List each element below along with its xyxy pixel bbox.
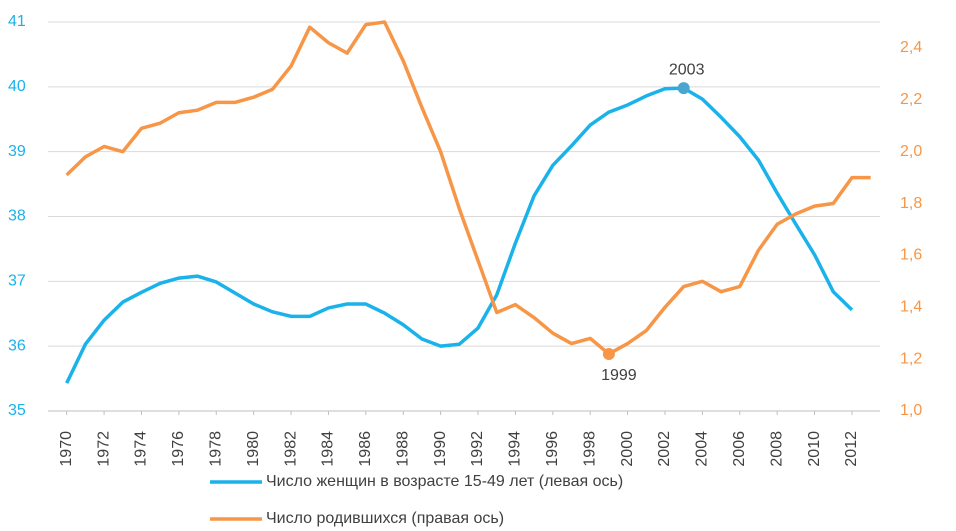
x-tick-label: 1994	[507, 431, 524, 467]
series-line	[65, 86, 854, 384]
x-tick-label: 1976	[170, 431, 187, 467]
y-tick-label: 36	[8, 337, 26, 354]
x-tick-label: 1988	[394, 431, 411, 467]
x-tick-label: 1972	[95, 431, 112, 467]
x-tick-label: 2004	[694, 431, 711, 467]
y-tick-label: 37	[8, 273, 26, 290]
x-tick-label: 1990	[432, 431, 449, 467]
x-tick-label: 2010	[806, 431, 823, 467]
x-tick-label: 1980	[245, 431, 262, 467]
x-tick-label: 1970	[58, 431, 75, 467]
annotation: 1999	[601, 367, 637, 384]
x-tick-label: 1992	[469, 431, 486, 467]
x-tick-label: 1984	[320, 431, 337, 467]
y-tick-label: 38	[8, 208, 26, 225]
highlight-point	[677, 82, 690, 95]
y2-tick-label: 1,0	[900, 402, 922, 419]
y2-tick-label: 1,4	[900, 298, 922, 315]
x-tick-label: 1978	[207, 431, 224, 467]
legend-label: Число женщин в возрасте 15-49 лет (левая…	[266, 473, 623, 490]
y2-tick-label: 1,6	[900, 247, 922, 264]
y2-tick-label: 2,2	[900, 91, 922, 108]
x-tick-label: 2006	[731, 431, 748, 467]
x-tick-label: 2002	[656, 431, 673, 467]
x-tick-label: 1974	[133, 431, 150, 467]
y2-tick-label: 2,4	[900, 39, 922, 56]
x-tick-label: 2000	[619, 431, 636, 467]
x-tick-label: 2012	[843, 431, 860, 467]
y-tick-label: 35	[8, 402, 26, 419]
y-tick-label: 40	[8, 78, 26, 95]
legend-label: Число родившихся (правая ось)	[266, 510, 504, 527]
y2-tick-label: 1,8	[900, 195, 922, 212]
x-tick-label: 2008	[768, 431, 785, 467]
annotation: 2003	[669, 61, 705, 78]
x-tick-label: 1986	[357, 431, 374, 467]
y2-tick-label: 1,2	[900, 350, 922, 367]
y-tick-label: 39	[8, 143, 26, 160]
y-tick-label: 41	[8, 13, 26, 30]
x-tick-label: 1998	[581, 431, 598, 467]
x-tick-label: 1982	[282, 431, 299, 467]
y2-tick-label: 2,0	[900, 143, 922, 160]
x-tick-label: 1996	[544, 431, 561, 467]
series-line	[65, 20, 871, 356]
highlight-point	[602, 347, 615, 360]
